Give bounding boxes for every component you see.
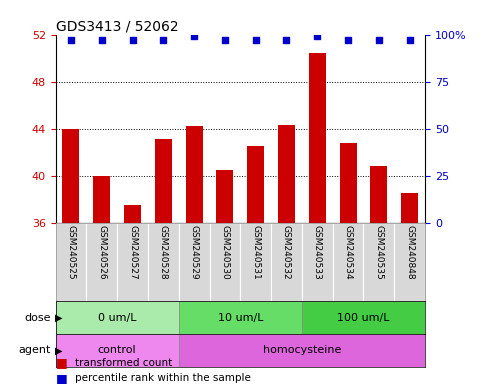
Text: GSM240535: GSM240535 xyxy=(374,225,384,280)
Bar xyxy=(370,166,387,223)
Bar xyxy=(155,139,172,223)
Bar xyxy=(278,125,295,223)
Bar xyxy=(148,223,179,301)
Text: GSM240527: GSM240527 xyxy=(128,225,137,280)
Text: ▶: ▶ xyxy=(55,313,63,323)
Text: ■: ■ xyxy=(56,372,67,384)
Bar xyxy=(309,53,326,223)
Bar xyxy=(401,193,418,223)
Text: GSM240534: GSM240534 xyxy=(343,225,353,280)
Text: transformed count: transformed count xyxy=(75,358,172,368)
Bar xyxy=(185,126,202,223)
Text: GSM240529: GSM240529 xyxy=(190,225,199,280)
Bar xyxy=(179,301,302,334)
Text: percentile rank within the sample: percentile rank within the sample xyxy=(75,373,251,383)
Bar xyxy=(340,143,356,223)
Point xyxy=(313,33,321,40)
Bar xyxy=(302,223,333,301)
Text: control: control xyxy=(98,345,136,356)
Point xyxy=(128,37,136,43)
Text: GSM240532: GSM240532 xyxy=(282,225,291,280)
Bar xyxy=(62,129,79,223)
Bar xyxy=(179,334,425,367)
Text: GSM240531: GSM240531 xyxy=(251,225,260,280)
Bar xyxy=(247,146,264,223)
Bar xyxy=(210,223,240,301)
Point xyxy=(98,37,106,43)
Text: GSM240848: GSM240848 xyxy=(405,225,414,280)
Point xyxy=(159,37,167,43)
Point xyxy=(344,37,352,43)
Text: ■: ■ xyxy=(56,356,67,369)
Text: GSM240526: GSM240526 xyxy=(97,225,106,280)
Bar xyxy=(333,223,364,301)
Bar xyxy=(216,170,233,223)
Text: 100 um/L: 100 um/L xyxy=(337,313,390,323)
Bar xyxy=(117,223,148,301)
Text: GDS3413 / 52062: GDS3413 / 52062 xyxy=(56,20,178,33)
Point xyxy=(67,37,75,43)
Text: agent: agent xyxy=(18,345,51,356)
Text: GSM240525: GSM240525 xyxy=(67,225,75,280)
Text: ▶: ▶ xyxy=(55,345,63,356)
Bar xyxy=(271,223,302,301)
Bar xyxy=(240,223,271,301)
Text: GSM240530: GSM240530 xyxy=(220,225,229,280)
Point xyxy=(252,37,259,43)
Bar xyxy=(364,223,394,301)
Point xyxy=(406,37,413,43)
Bar xyxy=(93,176,110,223)
Text: 10 um/L: 10 um/L xyxy=(217,313,263,323)
Text: dose: dose xyxy=(24,313,51,323)
Bar xyxy=(124,205,141,223)
Bar xyxy=(86,223,117,301)
Bar xyxy=(56,334,179,367)
Point xyxy=(190,33,198,40)
Text: 0 um/L: 0 um/L xyxy=(98,313,136,323)
Point xyxy=(283,37,290,43)
Text: homocysteine: homocysteine xyxy=(263,345,341,356)
Bar xyxy=(56,301,179,334)
Point xyxy=(375,37,383,43)
Bar xyxy=(394,223,425,301)
Text: GSM240533: GSM240533 xyxy=(313,225,322,280)
Bar xyxy=(56,223,86,301)
Bar xyxy=(179,223,210,301)
Point xyxy=(221,37,229,43)
Bar xyxy=(302,301,425,334)
Text: GSM240528: GSM240528 xyxy=(159,225,168,280)
